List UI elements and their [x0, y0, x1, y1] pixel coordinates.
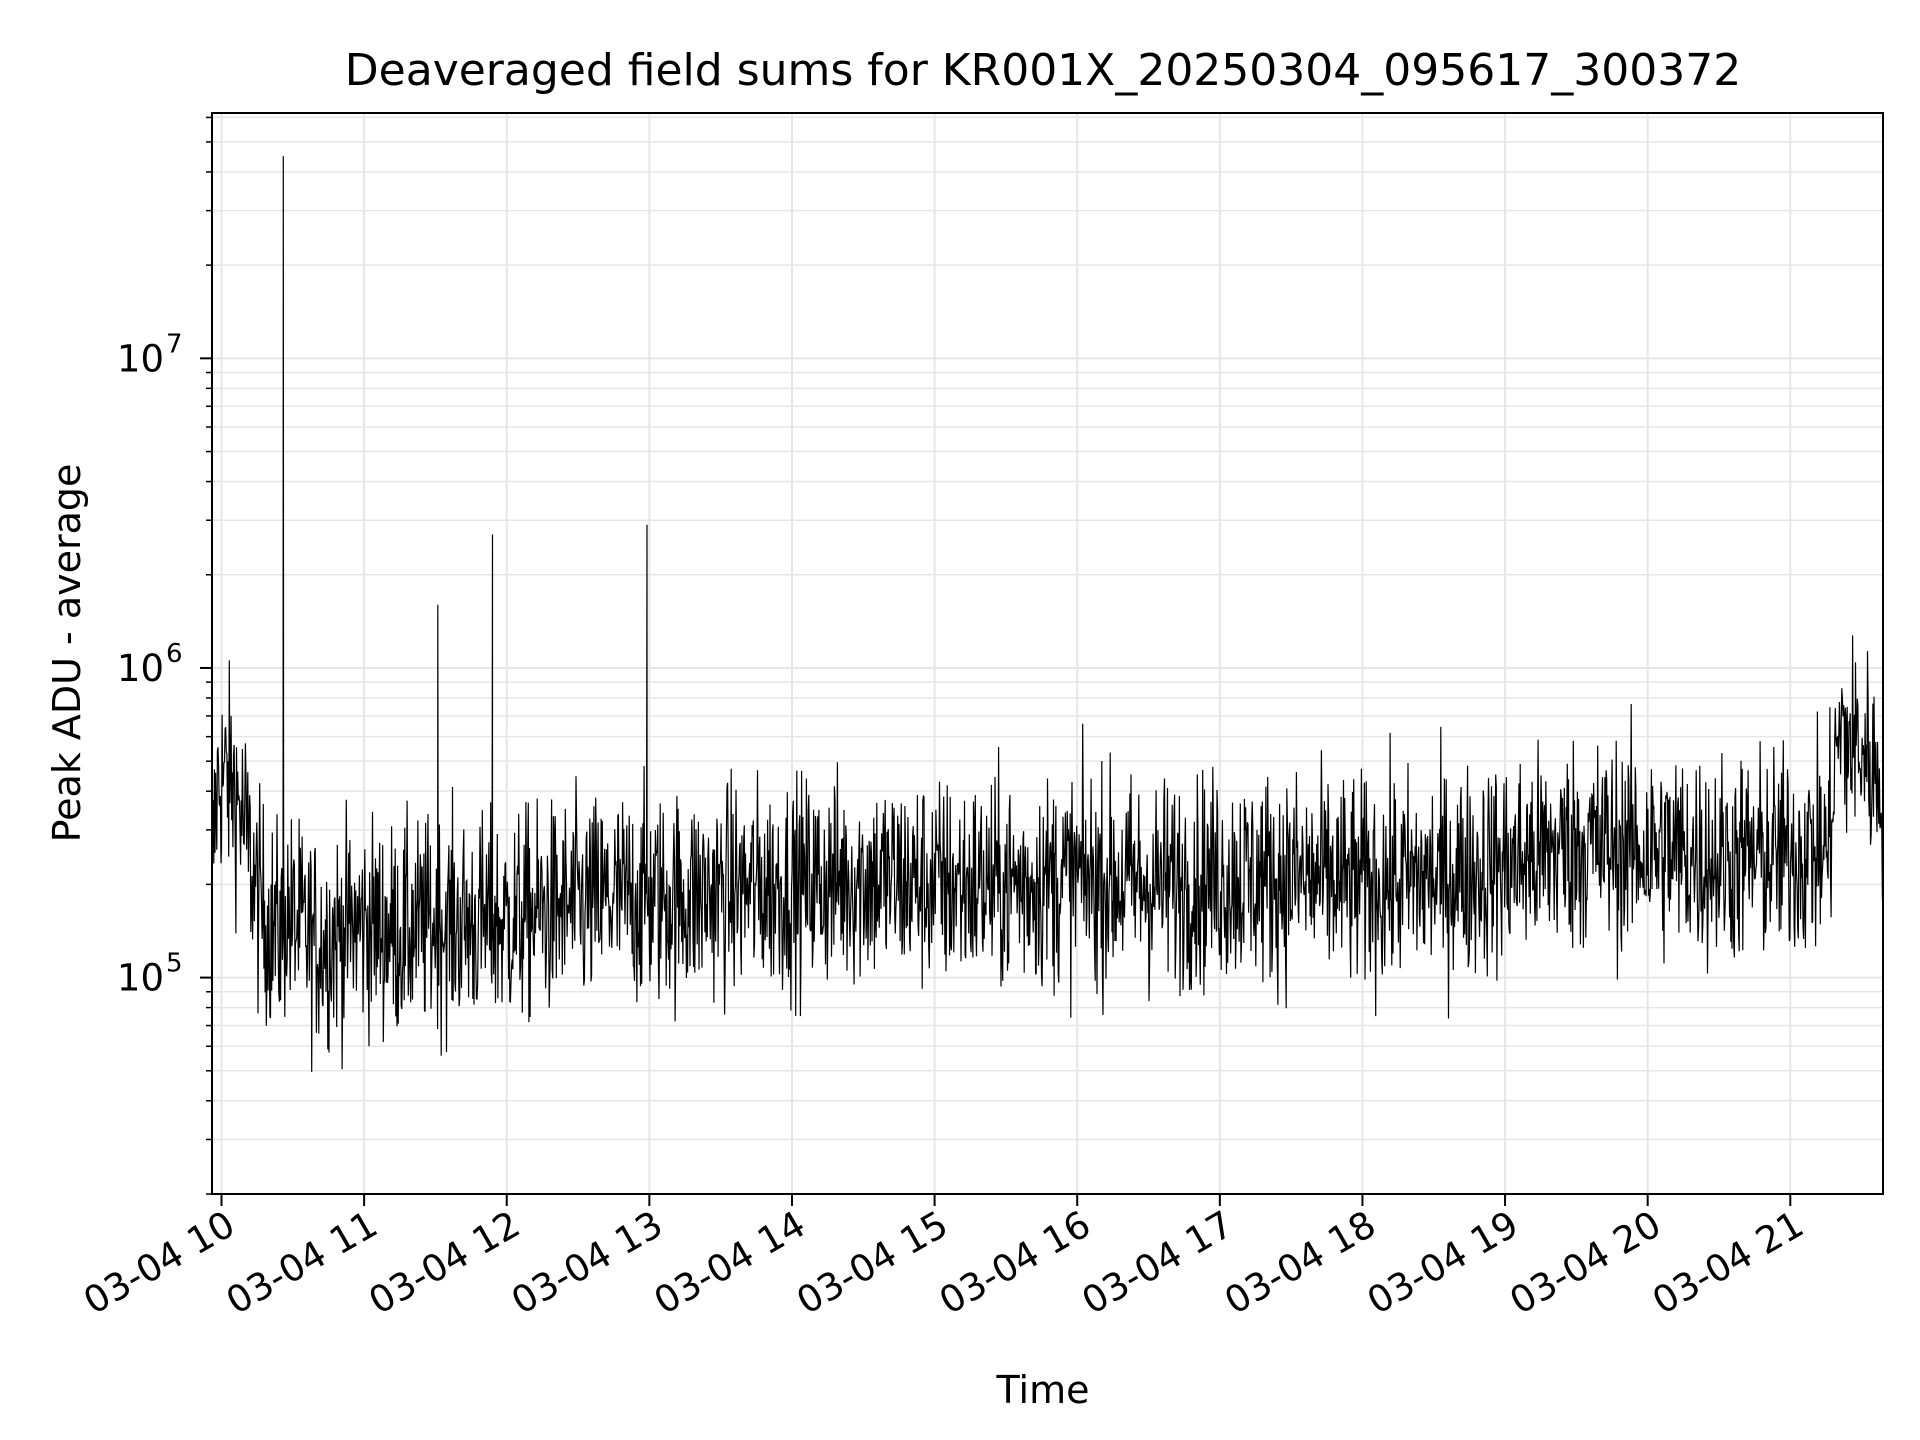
y-tick-exponent: 5	[166, 949, 183, 979]
data-series-line	[211, 156, 1884, 1072]
major-grid	[212, 113, 1883, 1194]
y-tick-exponent: 7	[166, 329, 183, 359]
series-path	[211, 156, 1884, 1072]
y-tick-label: 10	[117, 647, 164, 690]
chart-title: Deaveraged field sums for KR001X_2025030…	[345, 45, 1741, 96]
y-axis-label: Peak ADU - average	[45, 464, 89, 843]
y-tick-exponent: 6	[166, 639, 183, 669]
plot-frame	[211, 112, 1884, 1195]
y-tick-label: 10	[117, 957, 164, 1000]
x-axis-label: Time	[996, 1368, 1090, 1412]
y-tick-label: 10	[117, 337, 164, 380]
